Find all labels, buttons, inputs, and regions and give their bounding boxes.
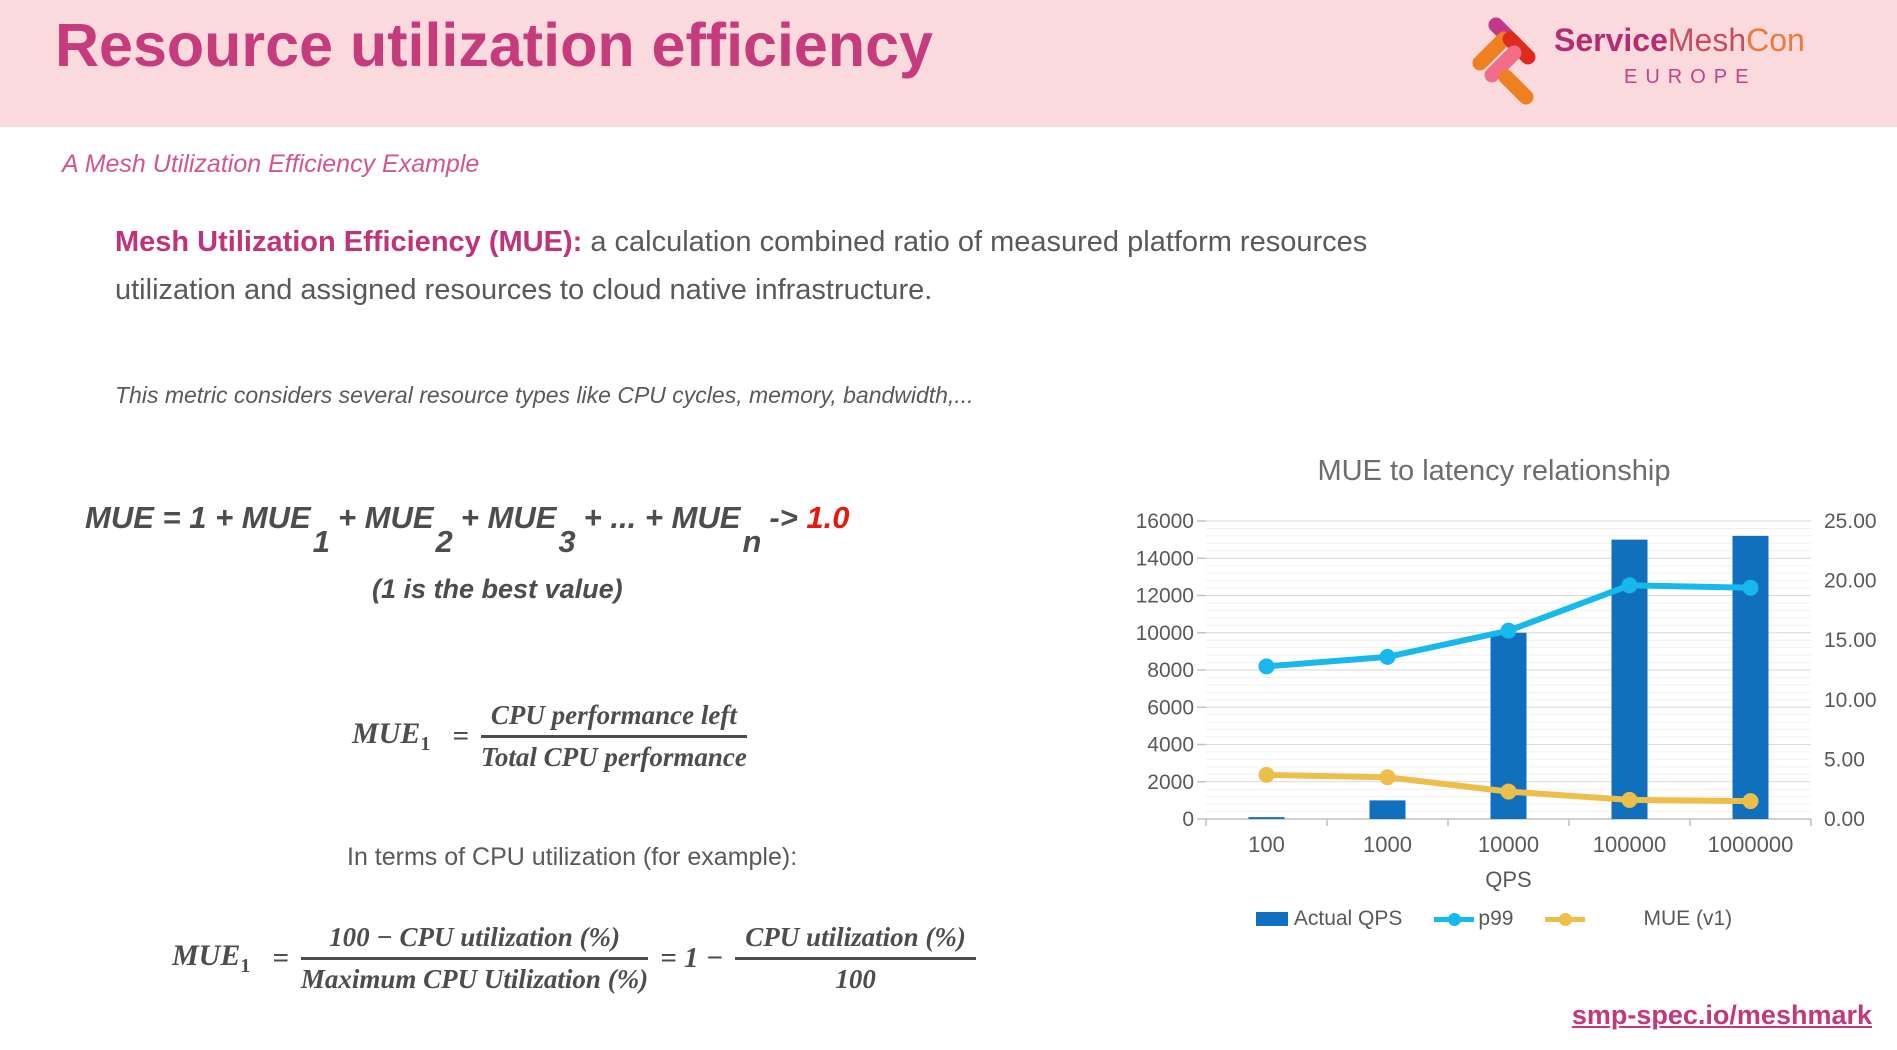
equals-sign: = — [452, 720, 469, 752]
formula-caption: (1 is the best value) — [372, 574, 623, 604]
logo-wordmark: ServiceMeshCon — [1554, 22, 1805, 59]
footer-link[interactable]: smp-spec.io/meshmark — [1571, 1000, 1872, 1030]
fraction-numerator: CPU utilization (%) — [735, 922, 976, 960]
svg-text:20.00: 20.00 — [1824, 570, 1877, 593]
legend-swatch-line — [1545, 912, 1586, 926]
formula-term: + MUE — [460, 500, 557, 535]
fraction-denominator: Maximum CPU Utilization (%) — [300, 964, 649, 994]
page-title: Resource utilization efficiency — [55, 11, 933, 79]
legend-label: Actual QPS — [1293, 907, 1403, 930]
svg-text:16000: 16000 — [1136, 510, 1194, 533]
svg-text:100: 100 — [1248, 832, 1285, 857]
fraction: CPU performance left Total CPU performan… — [480, 700, 747, 773]
legend-label: MUE (v1) — [1643, 907, 1733, 930]
fraction-numerator: CPU performance left — [480, 700, 747, 738]
svg-text:12000: 12000 — [1136, 585, 1194, 608]
formula-subscript: 3 — [558, 524, 576, 559]
formula-lhs: MUE — [85, 500, 154, 535]
chart-canvas: 0 2000 4000 6000 8000 10000 12000 14000 16000 0.0… — [1136, 510, 1877, 857]
svg-text:15.00: 15.00 — [1824, 629, 1877, 652]
intro-paragraph: Mesh Utilization Efficiency (MUE): a cal… — [115, 218, 1675, 314]
intro-rest-line1: a calculation combined ratio of measured… — [582, 226, 1368, 258]
svg-text:1000: 1000 — [1363, 832, 1412, 857]
legend-marker-dot — [1559, 912, 1573, 926]
formula-subscript: n — [742, 524, 762, 559]
svg-text:1000000: 1000000 — [1708, 832, 1794, 857]
logo-word-con: Con — [1746, 22, 1805, 58]
legend-item-p99: p99 — [1434, 907, 1513, 931]
logo-weave-icon — [1472, 17, 1536, 105]
slide-subtitle: A Mesh Utilization Efficiency Example — [62, 150, 480, 178]
x-axis-label: QPS — [1485, 867, 1532, 892]
chart-title: MUE to latency relationship — [1317, 455, 1671, 487]
svg-text:0.00: 0.00 — [1824, 808, 1865, 831]
formula-subscript: 1 — [312, 524, 330, 559]
fraction-denominator: Total CPU performance — [480, 742, 747, 772]
formula-mue1: MUE1 = CPU performance left Total CPU pe… — [352, 700, 747, 773]
legend-marker-dot — [1448, 912, 1462, 926]
legend-swatch-line — [1434, 912, 1475, 926]
fraction-denominator: 100 — [835, 964, 876, 994]
metric-note: This metric considers several resource t… — [115, 382, 974, 408]
svg-text:10000: 10000 — [1478, 832, 1539, 857]
fraction-numerator: 100 − CPU utilization (%) — [300, 922, 649, 960]
formula-mue-sum: MUE = 1 + MUE1+ MUE2+ MUE3+ ... + MUEn->… — [85, 500, 850, 559]
formula-arrow: -> — [769, 500, 807, 535]
formula-term: + MUE — [337, 500, 434, 535]
formula-cpu-utilization: MUE1 = 100 − CPU utilization (%) Maximum… — [172, 922, 976, 995]
svg-text:10.00: 10.00 — [1824, 689, 1877, 712]
equals-sign: = — [272, 942, 289, 974]
legend-swatch-bar — [1255, 912, 1288, 926]
logo-word-mesh: Mesh — [1667, 22, 1747, 58]
fraction: CPU utilization (%) 100 — [735, 922, 976, 995]
svg-text:2000: 2000 — [1147, 771, 1194, 794]
svg-text:6000: 6000 — [1147, 696, 1194, 719]
svg-text:14000: 14000 — [1136, 547, 1194, 570]
legend-item-mue-v1: MUE (v1) — [1545, 907, 1732, 931]
legend-label: p99 — [1478, 907, 1514, 930]
legend-item-actual-qps: Actual QPS — [1255, 907, 1403, 931]
formula-target-value: 1.0 — [806, 500, 850, 535]
chart-legend: Actual QPS p99 MUE (v1) — [1098, 907, 1890, 931]
logo-word-service: Service — [1554, 22, 1668, 58]
intro-rest-line2: utilization and assigned resources to cl… — [115, 274, 933, 306]
mid-expression: = 1 − — [660, 942, 724, 974]
formula-lhs: MUE1 — [352, 717, 431, 755]
svg-text:4000: 4000 — [1147, 734, 1194, 757]
svg-text:10000: 10000 — [1136, 622, 1194, 645]
svg-text:100000: 100000 — [1593, 832, 1666, 857]
mue-latency-chart: MUE to latency relationship 0 2000 4000 600… — [1098, 455, 1890, 955]
cpu-utilization-caption: In terms of CPU utilization (for example… — [347, 843, 798, 871]
formula-subscript: 2 — [435, 524, 453, 559]
svg-text:0: 0 — [1182, 808, 1194, 831]
formula-lhs: MUE1 — [172, 939, 251, 977]
formula-term: = 1 + MUE — [153, 500, 311, 535]
svg-text:25.00: 25.00 — [1824, 510, 1877, 533]
svg-text:8000: 8000 — [1147, 659, 1194, 682]
fraction: 100 − CPU utilization (%) Maximum CPU Ut… — [300, 922, 649, 995]
logo-region: EUROPE — [1624, 66, 1757, 88]
intro-lead: Mesh Utilization Efficiency (MUE): — [115, 226, 583, 258]
svg-text:5.00: 5.00 — [1824, 748, 1865, 771]
formula-term: + ... + MUE — [583, 500, 741, 535]
servicemeshcon-logo: ServiceMeshCon EUROPE — [1466, 8, 1886, 118]
header-band: Resource utilization efficiency ServiceM… — [0, 0, 1897, 127]
